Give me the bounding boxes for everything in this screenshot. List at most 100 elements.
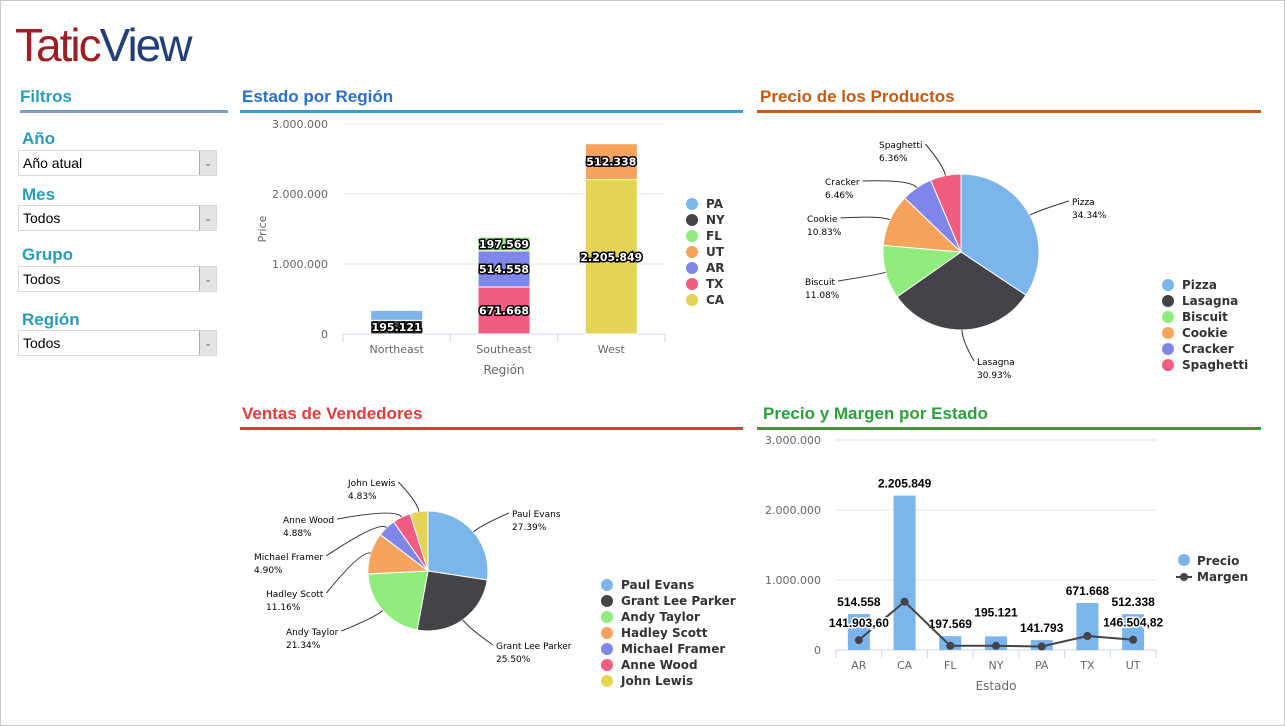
legend-item[interactable]: Cracker <box>1182 342 1234 356</box>
bar-label: 512.338 <box>586 156 636 169</box>
bar-label: 197.569 <box>929 617 973 631</box>
taticview-logo: TaticView <box>15 17 193 73</box>
pie-label-percent: 21.34% <box>286 641 321 651</box>
legend-marker[interactable] <box>601 643 613 655</box>
month-select[interactable]: Todos ⌄ <box>18 205 217 231</box>
legend-item[interactable]: Andy Taylor <box>621 610 700 624</box>
legend-item-UT[interactable]: UT <box>706 245 725 259</box>
pie-label-percent: 34.34% <box>1072 211 1107 221</box>
legend-marker-UT[interactable] <box>686 246 698 258</box>
pie-label-percent: 6.36% <box>879 154 908 164</box>
legend-marker[interactable] <box>601 611 613 623</box>
filter-label-region: Región <box>22 310 80 329</box>
pie-connector <box>341 610 384 632</box>
pie-connector <box>1029 200 1070 216</box>
bar-label: 197.569 <box>479 238 529 251</box>
margin-point <box>1083 632 1092 640</box>
bar-label: 195.121 <box>974 605 1018 619</box>
bar-label: 2.205.849 <box>580 251 642 264</box>
pie-slice-lasagna <box>896 251 1027 331</box>
margin-point <box>992 641 1000 650</box>
legend-marker-precio[interactable] <box>1178 554 1190 566</box>
year-select[interactable]: Año atual ⌄ <box>18 150 217 176</box>
pie-label-percent: 25.50% <box>496 655 531 665</box>
legend-item[interactable]: Hadley Scott <box>621 626 708 640</box>
pie-connector <box>925 143 947 176</box>
legend-item-PA[interactable]: PA <box>706 197 724 211</box>
group-select[interactable]: Todos ⌄ <box>18 266 217 292</box>
legend-item-CA[interactable]: CA <box>706 293 725 307</box>
legend-item[interactable]: Cookie <box>1182 326 1228 340</box>
bar-UT <box>1122 614 1145 650</box>
bar-TX <box>1076 602 1099 650</box>
region-select[interactable]: Todos ⌄ <box>18 330 217 356</box>
legend-item[interactable]: Grant Lee Parker <box>621 594 736 608</box>
legend-item-NY[interactable]: NY <box>706 213 725 227</box>
chevron-down-icon[interactable]: ⌄ <box>199 267 216 291</box>
group-value: Todos <box>23 271 61 287</box>
legend-item[interactable]: Lasagna <box>1182 294 1238 308</box>
margin-point <box>946 641 955 650</box>
y-tick-label: 3.000.000 <box>272 118 328 131</box>
legend-marker-TX[interactable] <box>686 278 698 290</box>
pie-label-name: Hadley Scott <box>266 590 324 600</box>
legend-item[interactable]: Anne Wood <box>621 658 698 672</box>
pie-label-percent: 4.90% <box>254 566 283 576</box>
legend-item[interactable]: John Lewis <box>620 674 693 688</box>
filter-label-group: Grupo <box>22 245 73 264</box>
legend-marker[interactable] <box>1162 295 1174 307</box>
chevron-down-icon[interactable]: ⌄ <box>199 206 216 230</box>
bar-label: 671.668 <box>1066 584 1110 598</box>
y-tick-label: 0 <box>321 328 328 341</box>
legend-marker-NY[interactable] <box>686 214 698 226</box>
legend-marker-PA[interactable] <box>686 198 698 210</box>
legend-item-margen[interactable]: Margen <box>1197 570 1248 584</box>
legend-marker[interactable] <box>1162 359 1174 371</box>
pie-label-percent: 6.46% <box>825 191 854 201</box>
filter-label-year: Año <box>22 129 56 148</box>
x-tick-label: CA <box>897 659 913 672</box>
legend-item-FL[interactable]: FL <box>706 229 722 243</box>
chevron-down-icon[interactable]: ⌄ <box>199 151 216 175</box>
legend-marker[interactable] <box>601 675 613 687</box>
legend-item[interactable]: Spaghetti <box>1182 358 1248 372</box>
legend-item[interactable]: Biscuit <box>1182 310 1228 324</box>
logo-part2: View <box>99 19 193 71</box>
x-axis-title: Región <box>483 363 524 377</box>
legend-item-AR[interactable]: AR <box>706 261 725 275</box>
legend-marker[interactable] <box>1162 311 1174 323</box>
legend-marker[interactable] <box>1162 279 1174 291</box>
section-title-margin: Precio y Margen por Estado <box>757 404 1261 430</box>
pie-label-percent: 11.16% <box>266 603 301 613</box>
legend-marker[interactable] <box>601 659 613 671</box>
legend-marker[interactable] <box>601 579 613 591</box>
pie-label-name: Grant Lee Parker <box>496 642 572 652</box>
pie-connector <box>462 619 494 646</box>
bar-AR <box>477 250 531 288</box>
margin-label: 146.504,82 <box>1103 616 1163 630</box>
legend-item-TX[interactable]: TX <box>706 277 724 291</box>
x-tick-label: AR <box>851 659 867 672</box>
section-title-products: Precio de los Productos <box>757 87 1261 113</box>
pie-connector <box>473 512 510 533</box>
pie-label-name: Spaghetti <box>879 141 922 151</box>
chevron-down-icon[interactable]: ⌄ <box>199 331 216 355</box>
legend-marker[interactable] <box>601 595 613 607</box>
legend-item[interactable]: Michael Framer <box>621 642 725 656</box>
pie-slice-andy-taylor <box>367 570 429 631</box>
legend-marker-FL[interactable] <box>686 230 698 242</box>
legend-marker[interactable] <box>1162 327 1174 339</box>
pie-label-name: Michael Framer <box>254 553 323 563</box>
legend-marker[interactable] <box>601 627 613 639</box>
legend-item[interactable]: Pizza <box>1182 278 1217 292</box>
legend-marker-AR[interactable] <box>686 262 698 274</box>
x-tick-label: West <box>598 343 626 356</box>
bar-FL <box>477 236 531 252</box>
margin-point <box>854 636 863 645</box>
legend-marker-CA[interactable] <box>686 294 698 306</box>
pie-label-name: Andy Taylor <box>286 628 339 638</box>
legend-item-precio[interactable]: Precio <box>1197 554 1239 568</box>
legend-marker[interactable] <box>1162 343 1174 355</box>
legend-marker-margen-dot[interactable] <box>1180 573 1188 581</box>
legend-item[interactable]: Paul Evans <box>621 578 694 592</box>
